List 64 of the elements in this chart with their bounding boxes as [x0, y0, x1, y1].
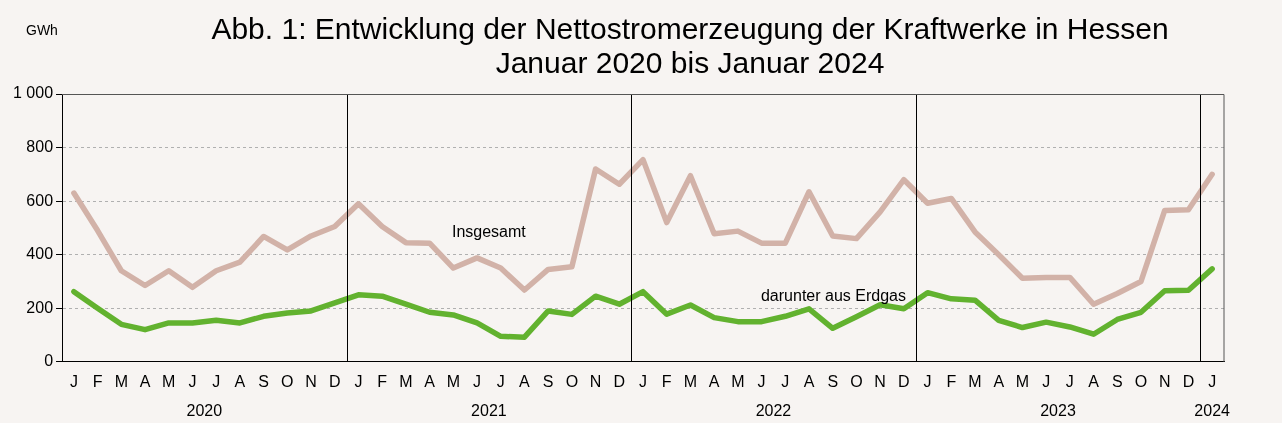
y-axis-title: GWh [26, 22, 58, 38]
x-tick-label: J [1208, 372, 1217, 390]
x-tick-label: S [542, 372, 554, 390]
text: 2020 [186, 402, 223, 420]
x-tick-label: A [234, 372, 246, 390]
x-tick-label: F [946, 372, 957, 390]
x-tick-label: J [354, 372, 363, 390]
series-label: darunter aus Erdgas [760, 287, 906, 305]
x-tick-label: J [1042, 372, 1051, 390]
x-tick-label: S [1111, 372, 1123, 390]
x-tick-label: J [473, 372, 482, 390]
x-tick-label: M [114, 372, 128, 390]
text: 2022 [755, 402, 792, 420]
y-tick-label: 400 [26, 245, 54, 263]
x-tick-label: D [328, 372, 341, 390]
x-tick-label: O [281, 372, 294, 390]
y-tick-label: 1 000 [12, 84, 54, 102]
x-tick-label: D [1182, 372, 1195, 390]
series-label: Insgesamt [451, 223, 527, 241]
x-tick-label: N [305, 372, 317, 390]
x-tick-label: N [874, 372, 886, 390]
x-tick-label: J [212, 372, 221, 390]
x-tick-label: J [69, 372, 78, 390]
x-tick-label: J [639, 372, 648, 390]
chart-title: Abb. 1: Entwicklung der Nettostromerzeugung der Kraftwerke in Hessen Januar 2020 bis Januar 2024 [210, 12, 1170, 80]
x-tick-label: N [1158, 372, 1171, 390]
x-tick-label: O [1134, 372, 1148, 390]
x-tick-label: M [1015, 372, 1030, 390]
x-tick-label: O [565, 372, 579, 390]
x-tick-label: J [1065, 372, 1074, 390]
text: 2021 [471, 402, 507, 420]
x-tick-label: J [757, 372, 766, 390]
x-tick-label: F [92, 372, 103, 390]
x-tick-label: A [803, 372, 815, 390]
x-tick-label: S [827, 372, 839, 390]
x-tick-label: A [1088, 372, 1100, 390]
x-tick-label: F [661, 372, 672, 390]
x-tick-label: J [781, 372, 790, 390]
y-tick-label: 600 [26, 191, 54, 209]
y-tick-label: 0 [44, 352, 54, 370]
text: 2023 [1040, 402, 1076, 420]
y-tick-label: 800 [26, 137, 54, 155]
x-tick-label: M [399, 372, 413, 390]
x-tick-label: A [708, 372, 720, 390]
x-tick-label: M [683, 372, 698, 390]
text: 2024 [1194, 402, 1231, 420]
x-tick-label: A [139, 372, 151, 390]
x-tick-label: J [496, 372, 505, 390]
y-tick-label: 200 [26, 298, 54, 316]
x-tick-label: A [424, 372, 436, 390]
x-tick-label: N [589, 372, 602, 390]
x-tick-label: J [923, 372, 932, 390]
x-tick-label: A [519, 372, 531, 390]
x-tick-label: S [258, 372, 269, 390]
x-tick-label: D [613, 372, 626, 390]
x-tick-label: A [993, 372, 1005, 390]
x-tick-label: F [377, 372, 388, 390]
x-tick-label: M [968, 372, 982, 390]
x-tick-label: J [188, 372, 197, 390]
x-tick-label: M [162, 372, 176, 390]
x-tick-label: M [731, 372, 745, 390]
x-tick-label: O [850, 372, 863, 390]
x-tick-label: D [898, 372, 910, 390]
x-tick-label: M [446, 372, 460, 390]
